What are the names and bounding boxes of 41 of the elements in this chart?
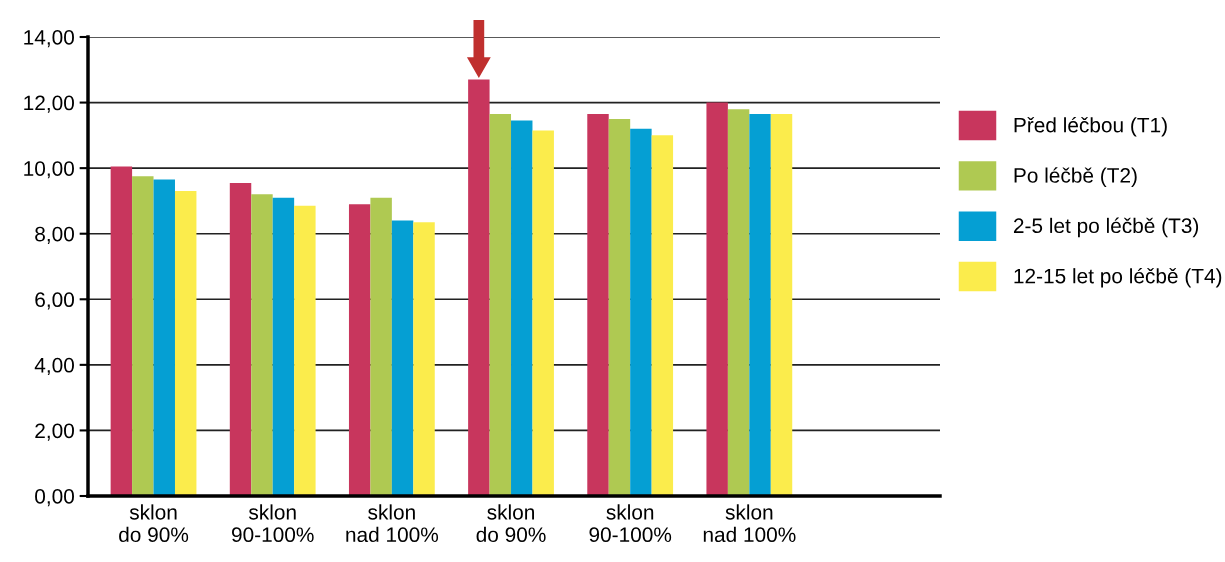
bar [348,204,371,496]
y-tick-label: 0,00 [35,489,74,507]
bar [413,222,435,496]
x-tick-label: sklon do 90% [476,504,546,543]
bar [132,176,154,496]
bar [770,114,793,496]
bar [251,194,273,496]
legend-label: 2-5 let po léčbě (T3) [1013,217,1199,238]
y-tick-label: 6,00 [35,292,74,310]
y-tick-label: 12,00 [24,95,74,113]
bar [706,102,728,496]
bar [489,114,512,496]
x-tick-label: sklon 90-100% [589,504,672,543]
bar [174,191,197,496]
bar [630,128,652,496]
bar [587,114,609,496]
x-tick-label: sklon 90-100% [231,504,314,543]
bar [272,197,295,496]
bar [391,220,414,496]
legend-label: 12-15 let po léčbě (T4) [1014,267,1222,288]
y-tick-label: 8,00 [35,226,74,244]
x-tick-label: sklon nad 100% [703,504,796,543]
legend-label: Před léčbou (T1) [1014,116,1167,137]
x-tick-label: sklon do 90% [119,504,189,543]
y-tick-label: 2,00 [35,423,74,441]
bar [229,182,252,496]
bar [749,114,771,496]
bar [532,130,554,496]
y-tick-label: 4,00 [34,357,74,376]
bar [294,205,316,496]
bar [608,118,631,496]
bar [370,197,392,496]
y-tick-label: 10,00 [24,161,74,179]
y-tick-label: 14,00 [24,30,74,48]
bar [727,109,750,496]
legend-label: Po léčbě (T2) [1014,167,1137,187]
bar [153,179,175,496]
x-tick-label: sklon nad 100% [346,504,439,543]
bar [511,120,533,496]
bar [651,135,674,496]
bar [110,166,133,496]
